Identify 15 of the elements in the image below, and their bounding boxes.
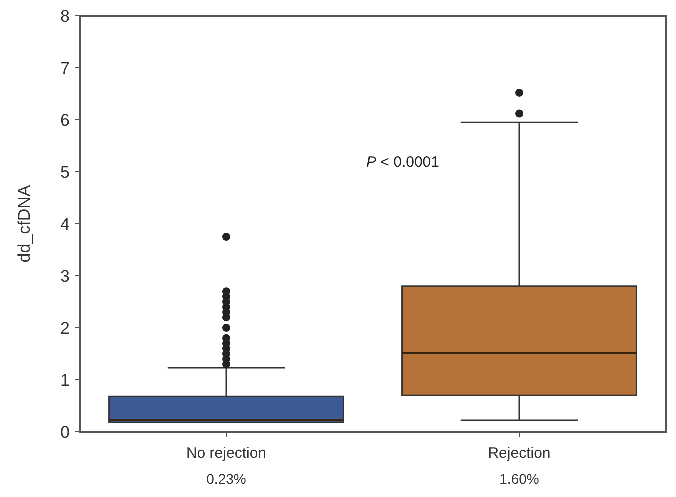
- y-tick-label: 5: [60, 162, 70, 182]
- y-tick-label: 7: [60, 58, 70, 78]
- text: 1.60%: [500, 471, 540, 487]
- annotation: P < 0.0001: [366, 154, 440, 171]
- y-tick-label: 4: [60, 214, 70, 234]
- y-tick-label: 2: [60, 318, 70, 338]
- x-tick-label: Rejection: [488, 445, 551, 462]
- text: 0.23%: [206, 471, 246, 487]
- y-tick-label: 3: [60, 266, 70, 286]
- x-tick-label: No rejection: [186, 445, 267, 462]
- y-axis-title: dd_cfDNA: [15, 184, 34, 263]
- y-tick-label: 6: [60, 110, 70, 130]
- y-tick-label: 1: [60, 370, 70, 390]
- y-tick-label: 8: [60, 6, 70, 26]
- y-tick-label: 0: [60, 422, 70, 442]
